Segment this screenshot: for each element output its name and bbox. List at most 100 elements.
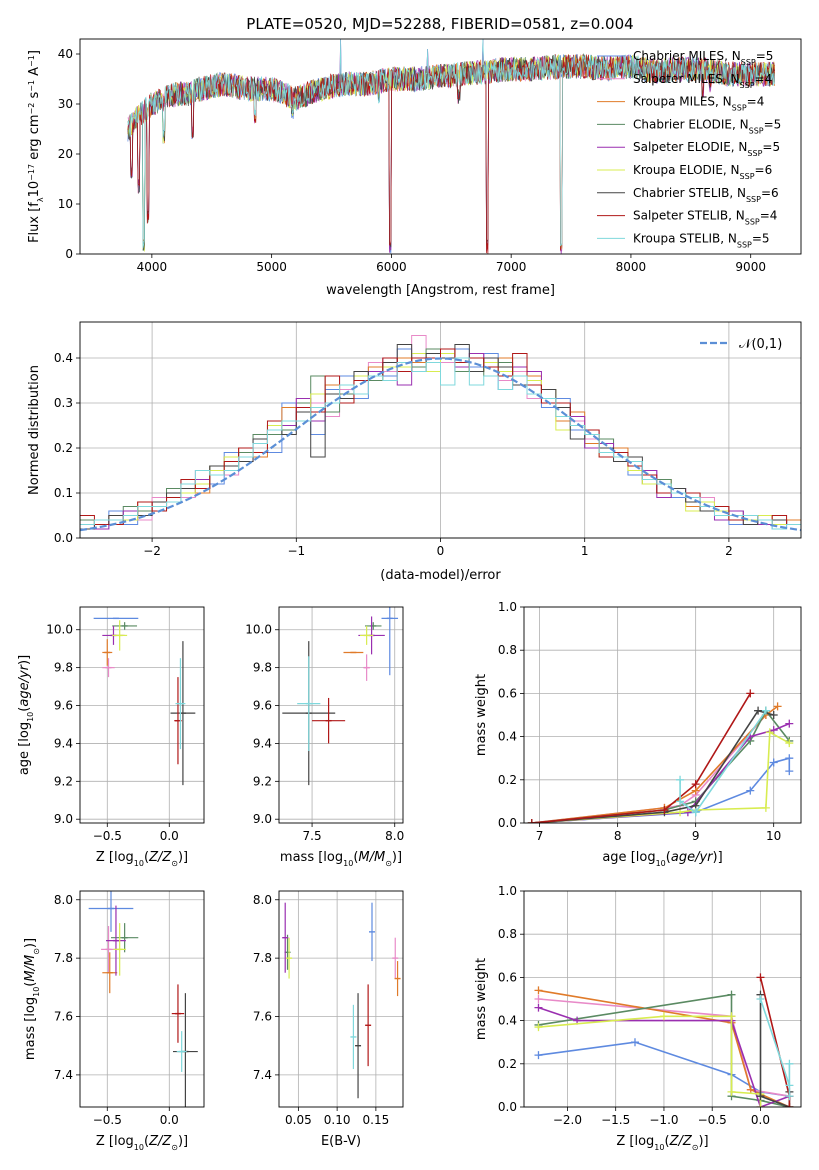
y-tick-label: 7.6 — [253, 1010, 272, 1024]
weight-marker — [746, 689, 755, 698]
legend-entry: Kroupa ELODIE, NSSP=6 — [633, 163, 772, 181]
weight-marker — [785, 739, 794, 748]
y-tick-label: 9.6 — [54, 699, 73, 713]
x-axis-label: Z [log10(Z/Z⊙)] — [96, 850, 188, 868]
weight-marker — [761, 706, 770, 715]
weight-marker — [727, 990, 736, 999]
y-tick-label: 9.4 — [253, 736, 272, 750]
weight-marker — [785, 1103, 794, 1107]
legend-entry: Salpeter ELODIE, NSSP=5 — [633, 140, 780, 158]
plot-area — [88, 891, 198, 1107]
y-tick-label: 0.8 — [498, 643, 517, 657]
weight-marker — [534, 986, 543, 995]
legend-entry: Chabrier STELIB, NSSP=6 — [633, 186, 779, 204]
y-tick-label: 8.0 — [54, 893, 73, 907]
y-tick-label: 9.0 — [253, 812, 272, 826]
weight-marker — [534, 1023, 543, 1032]
weight-line-kroupa-elodie — [538, 1015, 762, 1107]
errorbar-point — [176, 1031, 187, 1072]
y-tick-label: 0.0 — [498, 1100, 517, 1114]
x-tick-label: −1 — [287, 544, 305, 558]
errorbar-point — [350, 1004, 357, 1070]
y-tick-label: 10.0 — [245, 623, 272, 637]
figure-title: PLATE=0520, MJD=52288, FIBERID=0581, z=0… — [246, 15, 633, 33]
spectrum-panel: 4000 5000 6000 7000 8000 9000 0 10 20 30 40 wavelen… — [27, 38, 802, 298]
residual-histogram-panel: −2 −1 0 1 2 0.0 0.1 0.2 0.3 0.4 (data-model)/error… — [27, 321, 802, 583]
x-tick-label: 8000 — [616, 260, 647, 274]
plot-area — [93, 617, 196, 786]
weight-line-kroupa-miles — [538, 989, 790, 1107]
errorbar-point — [101, 926, 116, 973]
y-tick-label: 0.3 — [54, 396, 73, 410]
weight-marker — [659, 1012, 668, 1021]
axes-frame — [79, 606, 205, 824]
y-axis-label: mass [log10(M/M⊙)] — [23, 938, 41, 1060]
plot-area — [534, 973, 794, 1107]
y-tick-label: 20 — [58, 147, 73, 161]
weight-marker — [785, 1092, 794, 1101]
y-tick-label: 0.6 — [498, 970, 517, 984]
weight-line-kroupa-stelib — [679, 710, 767, 814]
x-tick-label: 2 — [725, 544, 733, 558]
y-axis-label: Normed distribution — [27, 365, 42, 495]
errorbar-point — [111, 923, 139, 953]
y-tick-label: 7.8 — [253, 951, 272, 965]
x-tick-label: 10 — [766, 829, 781, 843]
errorbar-point — [102, 658, 115, 678]
axes-frame — [278, 606, 404, 824]
hist-step-kroupa-stelib — [80, 357, 801, 538]
errorbar-point — [286, 937, 293, 979]
axes-frame — [79, 321, 802, 539]
weight-marker — [756, 973, 765, 982]
normal-curve — [80, 357, 801, 532]
x-tick-label: 7 — [536, 829, 544, 843]
x-tick-label: 0.0 — [160, 829, 179, 843]
x-tick-label: 1 — [581, 544, 589, 558]
y-tick-label: 0 — [65, 247, 73, 261]
errorbar-point — [170, 641, 196, 786]
x-tick-label: −1.5 — [601, 1113, 630, 1127]
x-axis-label: E(B-V) — [321, 1134, 361, 1149]
y-tick-label: 10 — [58, 197, 73, 211]
x-tick-label: 0.0 — [160, 1113, 179, 1127]
plot-area — [127, 39, 776, 254]
weight-marker — [660, 806, 669, 815]
x-tick-label: 5000 — [256, 260, 287, 274]
weight-marker — [534, 1003, 543, 1012]
y-tick-label: 8.0 — [253, 893, 272, 907]
x-tick-label: 0.15 — [363, 1113, 390, 1127]
weight-marker — [534, 995, 543, 1003]
y-tick-label: 0.6 — [498, 686, 517, 700]
x-tick-label: −2.0 — [553, 1113, 582, 1127]
weight-marker — [769, 758, 778, 767]
legend-entry: Chabrier ELODIE, NSSP=5 — [633, 117, 781, 135]
x-tick-label: −2 — [143, 544, 161, 558]
plot-area — [80, 335, 801, 538]
legend-entry: Kroupa MILES, NSSP=4 — [633, 95, 764, 113]
weight-line-kroupa-elodie — [531, 730, 790, 823]
x-axis-label: mass [log10(M/M⊙)] — [280, 850, 402, 868]
errorbar-point — [369, 902, 375, 962]
weight-marker — [756, 1092, 765, 1101]
y-tick-label: 0.1 — [54, 486, 73, 500]
y-tick-label: 0.4 — [498, 730, 517, 744]
weight-marker — [785, 754, 794, 763]
errorbar-point — [363, 654, 370, 681]
errorbar-point — [175, 658, 186, 750]
errorbar-point — [282, 902, 289, 973]
weight-marker — [691, 808, 700, 817]
legend-entry: Chabrier MILES, NSSP=5 — [633, 49, 773, 67]
y-tick-label: 9.6 — [253, 699, 272, 713]
y-tick-label: 9.4 — [54, 736, 73, 750]
x-tick-label: 8 — [614, 829, 622, 843]
weight-marker — [727, 1087, 736, 1096]
y-tick-label: 0.2 — [498, 1057, 517, 1071]
weight-marker — [773, 702, 782, 711]
x-tick-label: 8.0 — [385, 829, 404, 843]
y-tick-label: 9.2 — [253, 774, 272, 788]
x-tick-label: 9 — [692, 829, 700, 843]
age-vs-metallicity-panel: −0.5 0.0 9.0 9.2 9.4 9.6 9.8 10.0 Z [log10(Z/Z⊙)… — [17, 606, 205, 868]
x-tick-label: 0.0 — [751, 1113, 770, 1127]
legend-entry: Salpeter STELIB, NSSP=4 — [633, 209, 777, 227]
errorbar-point — [113, 923, 126, 976]
